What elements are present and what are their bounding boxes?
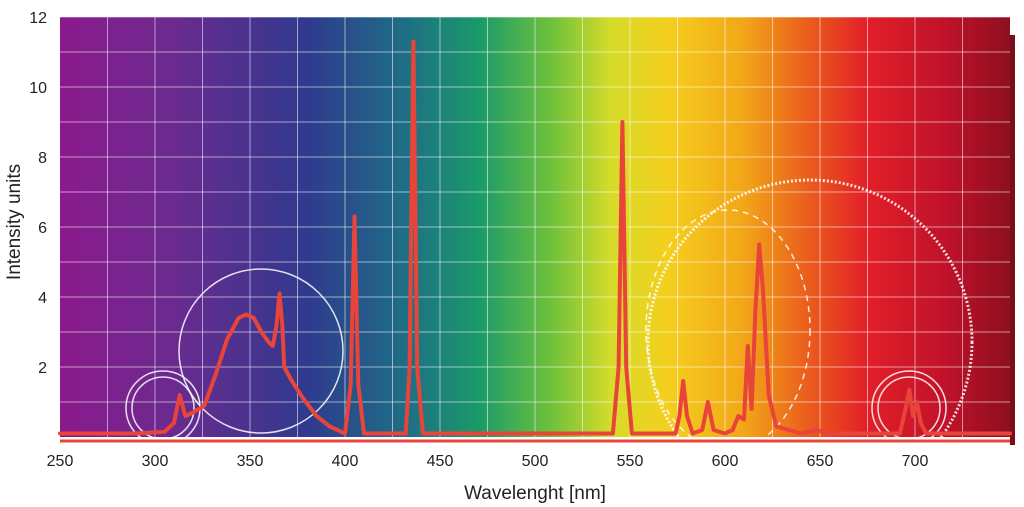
y-tick-label: 4	[38, 290, 47, 307]
highlight-circle	[877, 376, 941, 440]
x-tick-label: 300	[142, 453, 169, 470]
x-tick-label: 250	[47, 453, 74, 470]
x-axis-title: Wavelenght [nm]	[464, 483, 606, 504]
y-tick-label: 12	[29, 10, 47, 27]
highlight-circles	[125, 178, 974, 506]
y-tick-label: 2	[38, 360, 47, 377]
y-tick-label: 8	[38, 150, 47, 167]
plot-right-edge	[1010, 35, 1015, 445]
highlight-circle	[131, 376, 195, 440]
x-tick-label: 350	[237, 453, 264, 470]
highlight-circle	[871, 370, 947, 446]
x-tick-label: 400	[332, 453, 359, 470]
x-tick-label: 500	[522, 453, 549, 470]
y-tick-label: 10	[29, 80, 47, 97]
grid-lines	[60, 16, 1010, 437]
highlight-circle	[646, 178, 974, 506]
y-axis-title: Intensity units	[4, 164, 25, 280]
x-tick-labels: 250 300 350 400 450 500 550 600 650 700	[47, 453, 929, 470]
x-tick-label: 550	[617, 453, 644, 470]
x-tick-label: 700	[902, 453, 929, 470]
y-tick-label: 6	[38, 220, 47, 237]
x-tick-label: 600	[712, 453, 739, 470]
highlight-ellipse	[645, 209, 811, 451]
series-line	[58, 39, 1012, 436]
x-tick-label: 650	[807, 453, 834, 470]
y-tick-labels: 2 4 6 8 10 12	[29, 10, 47, 377]
x-tick-label: 450	[427, 453, 454, 470]
highlight-circle	[178, 268, 344, 434]
